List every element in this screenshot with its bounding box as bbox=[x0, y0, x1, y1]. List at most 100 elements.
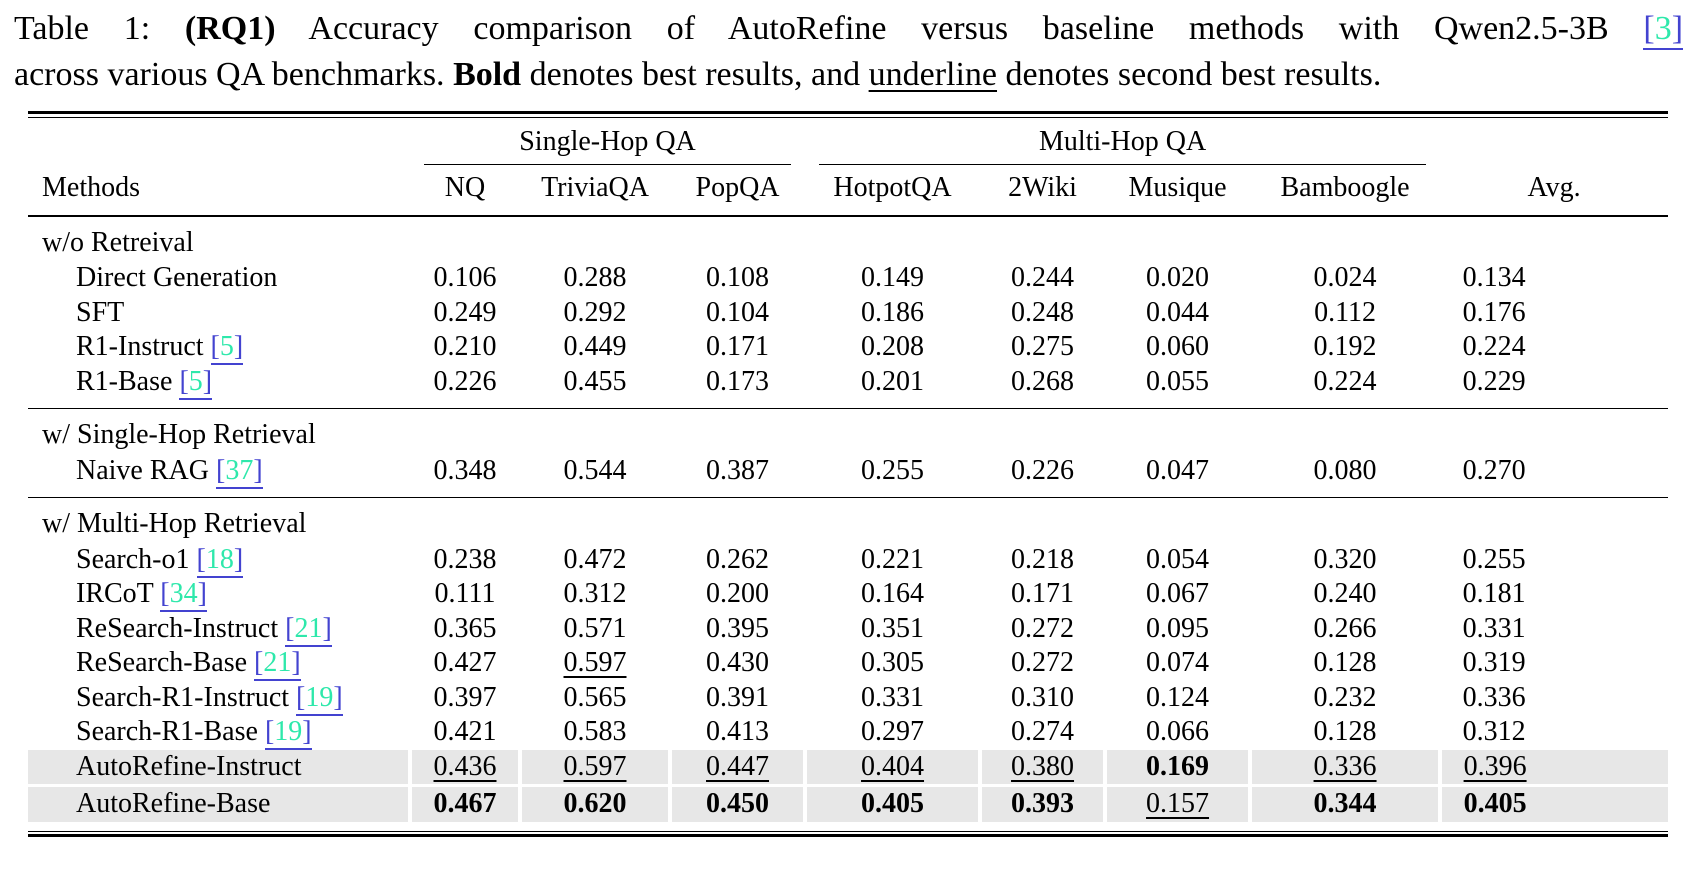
value-text: 0.224 bbox=[1313, 365, 1377, 397]
value-text: 0.571 bbox=[563, 612, 627, 644]
table-row: ReSearch-Base [21] 0.427 0.597 0.430 0.305 0.… bbox=[28, 646, 1668, 682]
citation-link-34[interactable]: [34] bbox=[160, 578, 207, 613]
section-header-row: w/o Retreival bbox=[28, 216, 1668, 262]
value-text: 0.248 bbox=[1011, 296, 1075, 328]
cell-value: 0.544 bbox=[520, 454, 670, 498]
value-text: 0.450 bbox=[706, 788, 770, 820]
cell-value: 0.067 bbox=[1105, 577, 1250, 612]
value-text: 0.292 bbox=[563, 296, 627, 328]
cell-value: 0.176 bbox=[1440, 296, 1668, 331]
cell-value: 0.095 bbox=[1105, 612, 1250, 647]
value-text: 0.395 bbox=[706, 612, 770, 644]
value-text: 0.319 bbox=[1462, 647, 1526, 679]
table-row: AutoRefine-Base 0.467 0.620 0.450 0.405 0.393… bbox=[28, 785, 1669, 822]
cell-value: 0.312 bbox=[520, 577, 670, 612]
cell-value: 0.044 bbox=[1105, 296, 1250, 331]
citation-link-19[interactable]: [19] bbox=[264, 716, 312, 751]
section-header-row: w/ Multi-Hop Retrieval bbox=[28, 497, 1669, 543]
cell-value: 0.255 bbox=[1440, 543, 1668, 578]
citation-number: 21 bbox=[263, 647, 292, 679]
value-text: 0.312 bbox=[563, 578, 627, 610]
cell-value: 0.255 bbox=[805, 454, 980, 498]
value-text: 0.229 bbox=[1462, 365, 1526, 397]
section-header: w/ Multi-Hop Retrieval bbox=[28, 497, 1669, 543]
table-row: R1-Base [5] 0.226 0.455 0.173 0.201 0.268 0.05… bbox=[28, 365, 1668, 409]
cell-value: 0.620 bbox=[518, 785, 670, 822]
citation-link-21[interactable]: [21] bbox=[254, 647, 301, 682]
value-text: 0.128 bbox=[1313, 647, 1377, 679]
citation-link-5[interactable]: [5] bbox=[179, 365, 213, 400]
cell-method: ReSearch-Instruct [21] bbox=[28, 612, 410, 647]
value-text: 0.430 bbox=[706, 647, 770, 679]
cell-value: 0.020 bbox=[1105, 261, 1250, 296]
cell-method: Search-o1 [18] bbox=[28, 543, 410, 578]
cell-value: 0.430 bbox=[670, 646, 805, 681]
citation-link-37[interactable]: [37] bbox=[215, 454, 263, 489]
citation-bracket: ] bbox=[291, 647, 301, 679]
table-row: ReSearch-Instruct [21] 0.365 0.571 0.395 0.3… bbox=[28, 612, 1668, 647]
citation-link-19[interactable]: [19] bbox=[296, 681, 343, 716]
citation-bracket: [ bbox=[215, 454, 226, 486]
value-text: 0.226 bbox=[433, 365, 497, 397]
column-header-avg-: Avg. bbox=[1440, 165, 1669, 217]
table-bottom-rule bbox=[28, 830, 1668, 838]
cell-value: 0.262 bbox=[670, 543, 805, 578]
column-group-cell: Single-Hop QA bbox=[410, 118, 805, 166]
value-text: 0.169 bbox=[1146, 750, 1210, 782]
citation-bracket: [ bbox=[1643, 10, 1655, 47]
cell-value: 0.200 bbox=[670, 577, 805, 612]
value-text: 0.067 bbox=[1146, 578, 1210, 610]
cell-value: 0.393 bbox=[978, 785, 1106, 822]
table-row: AutoRefine-Instruct 0.436 0.597 0.447 0.404 0… bbox=[28, 749, 1669, 788]
value-text: 0.255 bbox=[861, 454, 925, 486]
cell-value: 0.405 bbox=[1438, 785, 1669, 822]
value-text: 0.391 bbox=[706, 681, 770, 713]
value-text: 0.397 bbox=[433, 681, 497, 713]
cell-value: 0.320 bbox=[1250, 543, 1440, 578]
value-text: 0.449 bbox=[563, 331, 627, 363]
cell-value: 0.270 bbox=[1440, 454, 1668, 498]
cell-value: 0.104 bbox=[670, 296, 805, 331]
value-text: 0.104 bbox=[706, 296, 770, 328]
citation-link-21[interactable]: [21] bbox=[285, 612, 332, 647]
cell-value: 0.312 bbox=[1440, 715, 1668, 750]
cell-value: 0.583 bbox=[520, 715, 670, 750]
value-text: 0.164 bbox=[861, 578, 925, 610]
cell-value: 0.024 bbox=[1250, 261, 1440, 296]
cell-value: 0.238 bbox=[410, 543, 520, 578]
cell-value: 0.111 bbox=[410, 577, 520, 612]
table-row: SFT 0.249 0.292 0.104 0.186 0.248 0.044 0.112 0.… bbox=[28, 296, 1668, 331]
citation-bracket: [ bbox=[264, 716, 275, 748]
cell-method: Naive RAG [37] bbox=[28, 454, 410, 498]
citation-number: 37 bbox=[225, 454, 254, 486]
citation-link-5[interactable]: [5] bbox=[210, 331, 244, 366]
value-text: 0.427 bbox=[433, 647, 497, 679]
cell-value: 0.449 bbox=[520, 330, 670, 365]
cell-value: 0.397 bbox=[410, 681, 520, 716]
cell-value: 0.427 bbox=[410, 646, 520, 681]
value-text: 0.074 bbox=[1146, 647, 1210, 679]
column-header-popqa: PopQA bbox=[670, 165, 806, 217]
column-header-methods: Methods bbox=[28, 165, 410, 217]
citation-bracket: ] bbox=[202, 365, 213, 397]
value-text: 0.310 bbox=[1011, 681, 1075, 713]
cell-method: Search-R1-Instruct [19] bbox=[28, 681, 410, 716]
cell-value: 0.288 bbox=[520, 261, 670, 296]
cell-value: 0.157 bbox=[1103, 785, 1251, 822]
citation-link-3[interactable]: [3] bbox=[1643, 10, 1684, 50]
section-header-row: w/ Single-Hop Retrieval bbox=[28, 408, 1669, 454]
value-text: 0.095 bbox=[1146, 612, 1210, 644]
value-text: 0.305 bbox=[861, 647, 925, 679]
cell-method: ReSearch-Base [21] bbox=[28, 646, 410, 682]
value-text: 0.270 bbox=[1462, 454, 1526, 486]
cell-value: 0.164 bbox=[805, 577, 980, 612]
value-text: 0.255 bbox=[1462, 543, 1526, 575]
cell-value: 0.597 bbox=[518, 749, 670, 788]
cell-value: 0.108 bbox=[670, 261, 805, 296]
cell-value: 0.467 bbox=[408, 785, 520, 822]
cell-value: 0.244 bbox=[980, 261, 1105, 296]
cell-value: 0.348 bbox=[410, 454, 520, 498]
citation-number: 19 bbox=[274, 716, 303, 748]
caption-rq-tag: (RQ1) bbox=[184, 10, 276, 47]
citation-link-18[interactable]: [18] bbox=[196, 543, 244, 578]
